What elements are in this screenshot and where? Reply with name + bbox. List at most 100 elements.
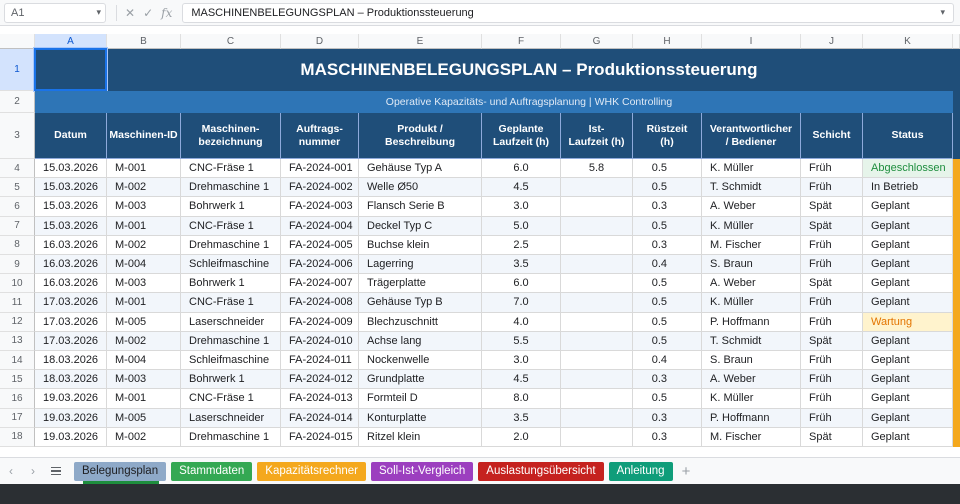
column-header-g[interactable]: G [561, 34, 633, 49]
table-cell[interactable]: 15.03.2026 [35, 159, 107, 179]
status-cell[interactable]: Geplant [863, 197, 953, 217]
table-cell[interactable]: Früh [801, 389, 863, 409]
table-cell[interactable]: FA-2024-013 [281, 389, 359, 409]
column-title-f[interactable]: Geplante Laufzeit (h) [482, 113, 561, 159]
status-cell[interactable]: Geplant [863, 370, 953, 390]
table-cell[interactable]: Formteil D [359, 389, 482, 409]
table-cell[interactable]: M-004 [107, 351, 181, 371]
table-cell[interactable]: 0.5 [633, 178, 702, 198]
table-cell[interactable]: K. Müller [702, 293, 801, 313]
selected-cell-a1[interactable] [33, 47, 108, 92]
table-cell[interactable]: A. Weber [702, 274, 801, 294]
table-cell[interactable]: Konturplatte [359, 408, 482, 428]
status-cell[interactable]: Geplant [863, 255, 953, 275]
sheet-tab-kapazitätsrechner[interactable]: Kapazitätsrechner [257, 461, 366, 481]
row-header-10[interactable]: 10 [0, 274, 35, 294]
table-cell[interactable]: 19.03.2026 [35, 408, 107, 428]
table-cell[interactable]: 0.5 [633, 331, 702, 351]
table-cell[interactable]: 17.03.2026 [35, 312, 107, 332]
column-title-d[interactable]: Auftrags- nummer [281, 113, 359, 159]
table-cell[interactable]: Gehäuse Typ B [359, 293, 482, 313]
table-cell[interactable] [561, 408, 633, 428]
table-cell[interactable]: P. Hoffmann [702, 408, 801, 428]
table-cell[interactable]: A. Weber [702, 370, 801, 390]
row-header-12[interactable]: 12 [0, 312, 35, 332]
row-header-4[interactable]: 4 [0, 159, 35, 179]
table-cell[interactable]: Laserschneider [181, 408, 281, 428]
table-cell[interactable]: M. Fischer [702, 427, 801, 447]
status-cell[interactable]: Geplant [863, 216, 953, 236]
table-cell[interactable] [561, 235, 633, 255]
sheet-tab-soll-ist-vergleich[interactable]: Soll-Ist-Vergleich [371, 461, 474, 481]
table-cell[interactable]: 3.0 [482, 351, 561, 371]
table-cell[interactable]: Laserschneider [181, 312, 281, 332]
status-cell[interactable]: Geplant [863, 331, 953, 351]
scroll-left-icon[interactable]: ‹ [9, 464, 13, 478]
row-header-14[interactable]: 14 [0, 351, 35, 371]
column-header-j[interactable]: J [801, 34, 863, 49]
table-cell[interactable]: FA-2024-007 [281, 274, 359, 294]
table-cell[interactable]: 0.5 [633, 312, 702, 332]
table-cell[interactable]: M-002 [107, 235, 181, 255]
row-header-11[interactable]: 11 [0, 293, 35, 313]
column-header-b[interactable]: B [107, 34, 181, 49]
table-cell[interactable] [561, 274, 633, 294]
table-cell[interactable]: A. Weber [702, 197, 801, 217]
table-cell[interactable] [561, 197, 633, 217]
row-header-8[interactable]: 8 [0, 235, 35, 255]
table-cell[interactable] [561, 293, 633, 313]
table-cell[interactable]: FA-2024-008 [281, 293, 359, 313]
status-cell[interactable]: Geplant [863, 408, 953, 428]
table-cell[interactable]: M-005 [107, 408, 181, 428]
table-cell[interactable]: S. Braun [702, 255, 801, 275]
status-cell[interactable]: Geplant [863, 427, 953, 447]
table-cell[interactable]: M-004 [107, 255, 181, 275]
table-cell[interactable]: 15.03.2026 [35, 216, 107, 236]
table-cell[interactable]: 0.5 [633, 274, 702, 294]
table-cell[interactable]: M-002 [107, 178, 181, 198]
table-cell[interactable]: 16.03.2026 [35, 274, 107, 294]
column-title-i[interactable]: Verantwortlicher / Bediener [702, 113, 801, 159]
column-title-a[interactable]: Datum [35, 113, 107, 159]
table-cell[interactable]: Früh [801, 178, 863, 198]
table-cell[interactable]: FA-2024-014 [281, 408, 359, 428]
table-cell[interactable]: Früh [801, 293, 863, 313]
select-all-corner[interactable] [0, 34, 35, 49]
table-cell[interactable]: Früh [801, 351, 863, 371]
table-cell[interactable] [561, 351, 633, 371]
table-cell[interactable]: Früh [801, 408, 863, 428]
table-cell[interactable]: Früh [801, 255, 863, 275]
table-cell[interactable]: Schleifmaschine [181, 351, 281, 371]
table-cell[interactable]: Schleifmaschine [181, 255, 281, 275]
table-cell[interactable]: 0.3 [633, 427, 702, 447]
table-cell[interactable]: M-001 [107, 159, 181, 179]
column-title-j[interactable]: Schicht [801, 113, 863, 159]
table-cell[interactable]: Lagerring [359, 255, 482, 275]
table-cell[interactable]: FA-2024-010 [281, 331, 359, 351]
column-header-d[interactable]: D [281, 34, 359, 49]
table-cell[interactable]: FA-2024-003 [281, 197, 359, 217]
expand-chevron-icon[interactable]: ▾ [940, 7, 945, 17]
cancel-icon[interactable]: ✕ [125, 5, 136, 20]
table-cell[interactable]: 0.4 [633, 255, 702, 275]
column-header-e[interactable]: E [359, 34, 482, 49]
table-cell[interactable]: 15.03.2026 [35, 178, 107, 198]
sheet-tab-auslastungsübersicht[interactable]: Auslastungsübersicht [478, 461, 604, 481]
table-cell[interactable]: Buchse klein [359, 235, 482, 255]
row-header-2[interactable]: 2 [0, 91, 35, 113]
table-cell[interactable]: Spät [801, 331, 863, 351]
table-cell[interactable]: Drehmaschine 1 [181, 235, 281, 255]
add-sheet-icon[interactable]: + [681, 462, 691, 480]
column-title-k[interactable]: Status [863, 113, 953, 159]
table-cell[interactable]: Bohrwerk 1 [181, 197, 281, 217]
table-cell[interactable]: 16.03.2026 [35, 235, 107, 255]
table-cell[interactable]: Früh [801, 370, 863, 390]
table-cell[interactable]: CNC-Fräse 1 [181, 216, 281, 236]
table-cell[interactable]: Welle Ø50 [359, 178, 482, 198]
table-cell[interactable]: 4.5 [482, 370, 561, 390]
table-cell[interactable]: 3.5 [482, 408, 561, 428]
sheet-tab-belegungsplan[interactable]: Belegungsplan [74, 461, 167, 481]
table-cell[interactable]: Trägerplatte [359, 274, 482, 294]
table-cell[interactable]: 2.0 [482, 427, 561, 447]
table-cell[interactable]: M-002 [107, 331, 181, 351]
